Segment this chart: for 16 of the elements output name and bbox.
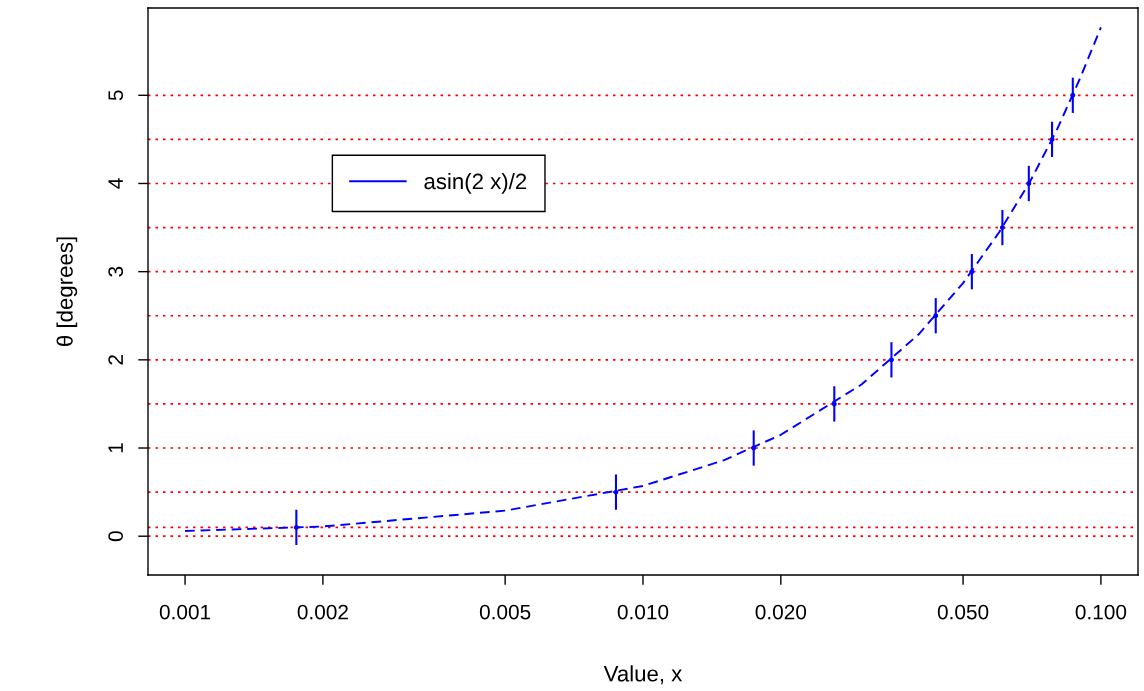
y-tick-label: 0 [108, 531, 124, 542]
y-tick-label: 4 [108, 178, 123, 189]
y-tick-label: 2 [108, 355, 123, 365]
x-tick-label: 0.002 [297, 604, 348, 620]
x-axis-title: Value, x [603, 665, 683, 685]
x-tick-label: 0.020 [755, 604, 807, 620]
y-tick-label: 1 [108, 443, 123, 453]
x-tick-label: 0.050 [937, 604, 989, 620]
y-axis-title: θ [degrees] [56, 237, 78, 346]
x-tick-label: 0.005 [479, 604, 531, 620]
y-tick-label: 5 [108, 90, 124, 101]
x-tick-label: 0.100 [1075, 604, 1127, 620]
y-tick-label: 3 [108, 266, 124, 277]
x-tick-label: 0.010 [617, 604, 669, 620]
legend-label: asin(2 x)/2 [424, 172, 527, 194]
x-tick-label: 0.001 [159, 604, 211, 620]
